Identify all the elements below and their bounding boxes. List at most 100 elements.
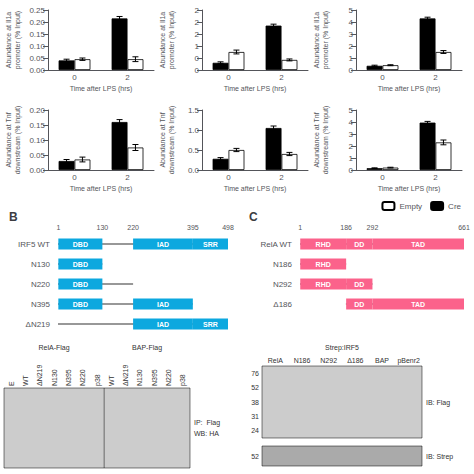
svg-text:pBenr2: pBenr2 <box>397 357 420 365</box>
svg-text:0: 0 <box>72 173 77 182</box>
svg-text:E: E <box>8 381 15 386</box>
svg-text:IP: Flag: IP: Flag <box>194 419 220 427</box>
svg-text:Time after LPS (hrs): Time after LPS (hrs) <box>224 85 287 93</box>
svg-text:0: 0 <box>226 73 231 82</box>
svg-text:0.10: 0.10 <box>29 136 45 145</box>
svg-text:2: 2 <box>349 142 354 151</box>
svg-text:0.25: 0.25 <box>29 6 45 15</box>
svg-text:31: 31 <box>251 413 259 420</box>
svg-text:1: 1 <box>56 224 60 231</box>
svg-text:0.10: 0.10 <box>29 42 45 51</box>
svg-text:DBD: DBD <box>73 281 88 288</box>
svg-text:TAD: TAD <box>411 301 425 308</box>
svg-text:IAD: IAD <box>157 301 169 308</box>
svg-text:BAP-Flag: BAP-Flag <box>132 344 162 352</box>
svg-text:52: 52 <box>251 384 259 391</box>
svg-text:DBD: DBD <box>73 261 88 268</box>
svg-text:5: 5 <box>349 6 354 15</box>
svg-text:N130: N130 <box>51 369 58 386</box>
svg-text:RelA: RelA <box>268 357 284 364</box>
svg-text:WB: HA: WB: HA <box>194 430 219 437</box>
svg-text:0.15: 0.15 <box>29 121 45 130</box>
svg-text:2: 2 <box>195 18 200 27</box>
svg-text:DD: DD <box>354 301 364 308</box>
svg-text:0: 0 <box>195 66 200 75</box>
svg-text:0.20: 0.20 <box>29 18 45 27</box>
svg-text:Time after LPS (hrs): Time after LPS (hrs) <box>70 185 133 193</box>
svg-text:promoter (% Input): promoter (% Input) <box>322 11 330 69</box>
svg-text:promoter (% Input): promoter (% Input) <box>14 11 22 69</box>
svg-text:2: 2 <box>195 6 200 15</box>
svg-text:N130: N130 <box>136 369 143 386</box>
svg-text:N186: N186 <box>294 357 311 364</box>
svg-text:DBD: DBD <box>73 301 88 308</box>
svg-text:Abundance at Tnf: Abundance at Tnf <box>313 112 320 167</box>
svg-text:2: 2 <box>433 73 438 82</box>
svg-text:1: 1 <box>349 54 354 63</box>
svg-text:DD: DD <box>354 241 364 248</box>
svg-text:TAD: TAD <box>411 241 425 248</box>
svg-text:IRF5 WT: IRF5 WT <box>18 240 50 249</box>
svg-text:130: 130 <box>97 224 109 231</box>
svg-text:0.00: 0.00 <box>29 166 45 175</box>
svg-text:1: 1 <box>195 42 200 51</box>
svg-text:IAD: IAD <box>157 321 169 328</box>
svg-text:N220: N220 <box>165 369 172 386</box>
svg-text:0: 0 <box>349 166 354 175</box>
svg-text:Time after LPS (hrs): Time after LPS (hrs) <box>70 85 133 93</box>
svg-text:2: 2 <box>279 73 284 82</box>
svg-text:p38: p38 <box>179 374 187 386</box>
svg-text:24: 24 <box>251 427 259 434</box>
svg-text:RHD: RHD <box>316 281 331 288</box>
svg-text:3: 3 <box>349 30 354 39</box>
svg-text:Strep:IRF5: Strep:IRF5 <box>325 344 359 352</box>
svg-text:0: 0 <box>380 73 385 82</box>
svg-text:RelA WT: RelA WT <box>260 240 292 249</box>
svg-text:0.00: 0.00 <box>29 66 45 75</box>
svg-text:38: 38 <box>251 399 259 406</box>
svg-text:76: 76 <box>251 370 259 377</box>
svg-text:N220: N220 <box>31 280 51 289</box>
svg-text:N130: N130 <box>31 260 51 269</box>
svg-text:B: B <box>9 210 18 224</box>
svg-text:220: 220 <box>127 224 139 231</box>
svg-text:downstream (% Input): downstream (% Input) <box>14 106 22 174</box>
svg-text:1.5: 1.5 <box>188 106 200 115</box>
svg-text:1: 1 <box>298 224 302 231</box>
svg-text:2: 2 <box>433 173 438 182</box>
svg-text:SRR: SRR <box>203 321 218 328</box>
svg-text:0.15: 0.15 <box>29 30 45 39</box>
svg-text:p38: p38 <box>94 374 102 386</box>
svg-text:5: 5 <box>349 106 354 115</box>
svg-text:downstream (% Input): downstream (% Input) <box>322 106 330 174</box>
svg-text:2: 2 <box>125 173 130 182</box>
svg-text:0.05: 0.05 <box>29 54 45 63</box>
svg-text:2: 2 <box>279 173 284 182</box>
svg-text:IB: Strep: IB: Strep <box>426 453 453 461</box>
svg-text:0.0: 0.0 <box>188 166 200 175</box>
svg-text:N395: N395 <box>65 369 72 386</box>
svg-text:0.20: 0.20 <box>29 106 45 115</box>
svg-text:IAD: IAD <box>157 241 169 248</box>
svg-text:186: 186 <box>340 224 352 231</box>
svg-text:3: 3 <box>349 130 354 139</box>
svg-text:0.05: 0.05 <box>29 151 45 160</box>
svg-text:ΔN219: ΔN219 <box>26 320 51 329</box>
svg-text:ΔN219: ΔN219 <box>36 364 43 386</box>
svg-text:0: 0 <box>380 173 385 182</box>
svg-text:N395: N395 <box>31 300 51 309</box>
svg-text:IB: Flag: IB: Flag <box>426 399 450 407</box>
svg-text:WT: WT <box>22 374 29 386</box>
svg-text:Time after LPS (hrs): Time after LPS (hrs) <box>378 185 441 193</box>
svg-text:Δ186: Δ186 <box>347 357 363 364</box>
svg-text:Abundance at Tnf: Abundance at Tnf <box>159 112 166 167</box>
svg-text:Abundance at Il1a: Abundance at Il1a <box>5 12 12 69</box>
svg-text:RelA-Flag: RelA-Flag <box>39 344 70 352</box>
svg-text:RHD: RHD <box>316 261 331 268</box>
svg-text:DD: DD <box>354 281 364 288</box>
svg-text:C: C <box>249 210 258 224</box>
svg-text:promoter (% Input): promoter (% Input) <box>168 11 176 69</box>
svg-text:2: 2 <box>349 42 354 51</box>
svg-text:395: 395 <box>187 224 199 231</box>
svg-text:Abundance at Il1a: Abundance at Il1a <box>159 12 166 69</box>
